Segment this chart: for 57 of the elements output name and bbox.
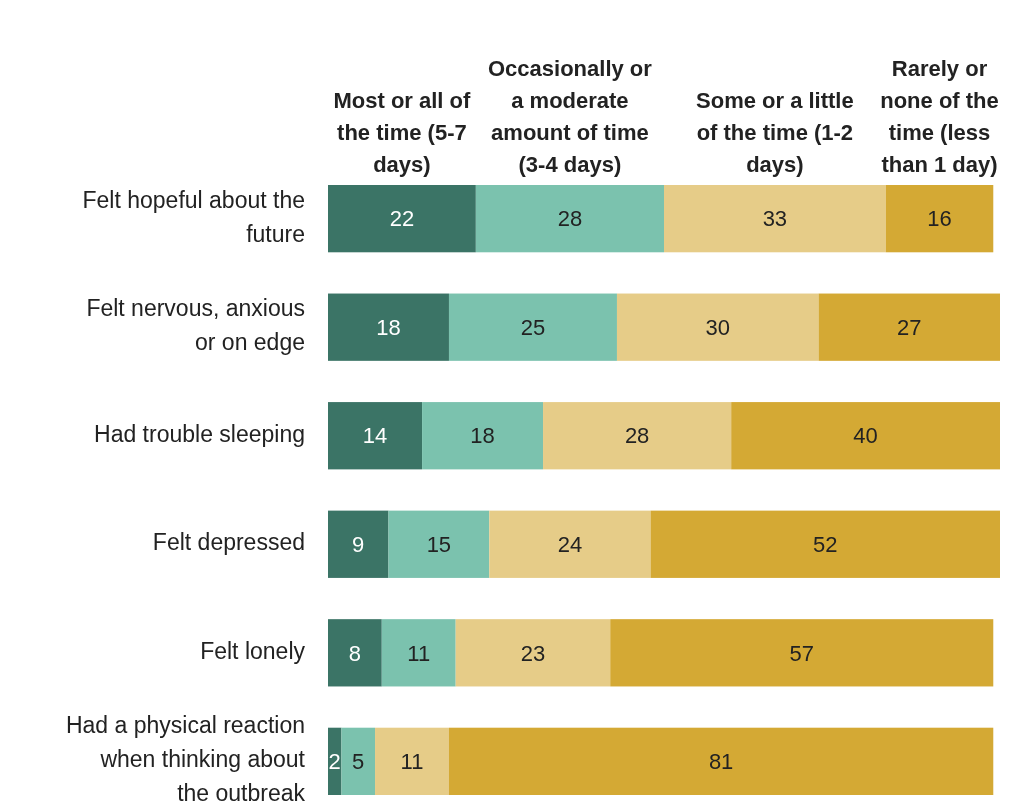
data-label: 11 <box>400 749 424 775</box>
data-label: 24 <box>557 531 583 557</box>
bar <box>616 293 819 361</box>
bar <box>448 727 994 795</box>
bar <box>388 510 490 578</box>
data-label: 9 <box>352 531 365 557</box>
bar <box>650 510 1000 578</box>
bar <box>381 619 456 687</box>
data-label: 33 <box>762 206 788 232</box>
data-label: 27 <box>897 314 922 340</box>
bar <box>422 402 544 470</box>
data-label: 57 <box>789 640 814 666</box>
series-label: Occasionally or a moderate amount of time (3-4 days) <box>487 56 653 177</box>
data-label: 22 <box>389 206 415 232</box>
y-tick-label: Had trouble sleeping <box>94 420 305 447</box>
bar <box>448 293 617 361</box>
data-label: 11 <box>407 640 431 666</box>
data-label: 15 <box>426 531 452 557</box>
y-tick-label: Felt depressed <box>152 529 305 556</box>
data-label: 14 <box>362 423 388 449</box>
bar <box>455 619 611 687</box>
data-label: 18 <box>470 423 495 449</box>
bar <box>543 402 732 470</box>
bar <box>328 619 382 687</box>
bar <box>328 402 423 470</box>
bar <box>610 619 994 687</box>
data-label: 28 <box>624 423 650 449</box>
data-label: 52 <box>813 531 838 557</box>
bar <box>341 727 376 795</box>
data-label: 28 <box>557 206 583 232</box>
series-label: Rarely or none of the time (less than 1 day) <box>880 56 999 177</box>
bar <box>818 293 1000 361</box>
data-label: 40 <box>853 423 878 449</box>
bar <box>328 510 389 578</box>
data-label: 18 <box>376 314 401 340</box>
y-tick-label: Felt lonely <box>200 637 306 664</box>
y-tick-label: Felt hopeful about the future <box>82 186 305 247</box>
data-label: 2 <box>328 749 341 775</box>
bar <box>489 510 651 578</box>
bar <box>328 293 449 361</box>
bar <box>328 185 476 253</box>
data-label: 25 <box>520 314 546 340</box>
data-label: 81 <box>708 749 734 775</box>
data-label: 16 <box>927 206 952 232</box>
bar <box>885 185 994 253</box>
bar <box>475 185 664 253</box>
series-label: Most or all of the time (5-7 days) <box>333 88 472 177</box>
data-label: 23 <box>520 640 546 666</box>
y-tick-label: Had a physical reaction when thinking about the outbreak <box>65 712 306 807</box>
y-tick-label: Felt nervous, anxious or on edge <box>86 295 305 356</box>
data-label: 30 <box>705 314 730 340</box>
data-label: 5 <box>352 749 365 775</box>
data-label: 8 <box>348 640 362 666</box>
bar <box>664 185 886 253</box>
bar <box>375 727 449 795</box>
series-label: Some or a little of the time (1-2 days) <box>696 88 854 177</box>
bar <box>731 402 1000 470</box>
